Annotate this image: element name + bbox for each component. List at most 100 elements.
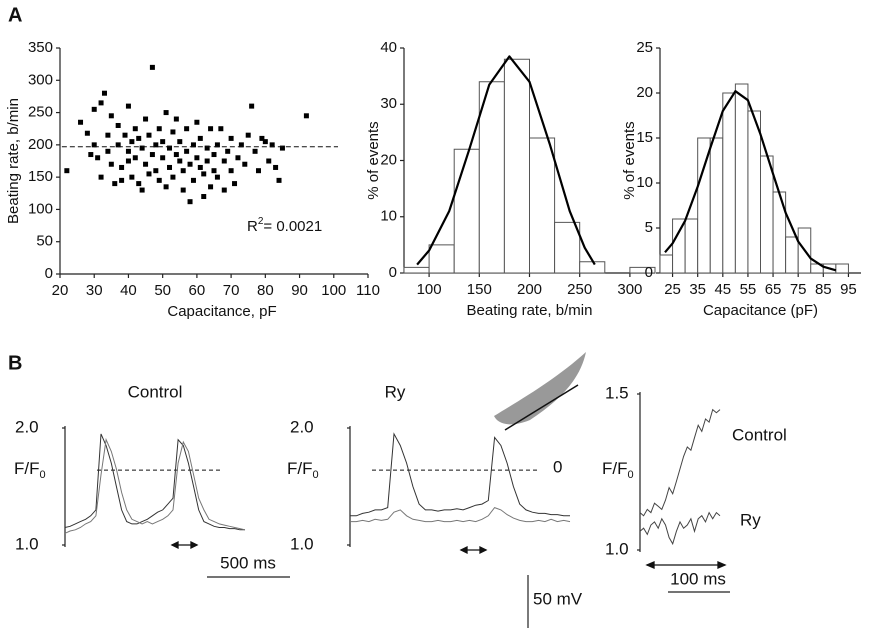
point bbox=[228, 168, 234, 174]
point bbox=[221, 158, 227, 164]
y-tick-label: 2.0 bbox=[15, 417, 39, 436]
scale-bar-label: 100 ms bbox=[670, 569, 726, 588]
point bbox=[184, 148, 190, 154]
trace-label: Ry bbox=[740, 510, 761, 529]
point bbox=[167, 164, 173, 170]
y-tick-label: 20 bbox=[380, 151, 397, 168]
point bbox=[262, 139, 268, 145]
x-tick-label: 30 bbox=[86, 282, 103, 299]
point bbox=[303, 113, 309, 119]
point bbox=[167, 145, 173, 151]
bar bbox=[747, 110, 761, 274]
point bbox=[190, 177, 196, 183]
point bbox=[88, 152, 94, 158]
point bbox=[184, 126, 190, 132]
y-tick-label: 15 bbox=[636, 129, 653, 146]
x-tick-label: 300 bbox=[617, 281, 642, 298]
y-tick-label: 350 bbox=[28, 39, 53, 56]
x-tick-label: 70 bbox=[223, 282, 240, 299]
y-label-sub: 0 bbox=[313, 469, 319, 481]
bar bbox=[760, 155, 774, 274]
point bbox=[149, 152, 155, 158]
point bbox=[153, 142, 159, 148]
bar bbox=[709, 137, 724, 274]
point bbox=[132, 126, 138, 132]
fit-curve bbox=[416, 55, 596, 266]
x-tick-label: 35 bbox=[689, 281, 706, 298]
panel-label: A bbox=[8, 4, 22, 26]
bar bbox=[835, 263, 849, 274]
trace bbox=[64, 437, 246, 534]
point bbox=[125, 103, 131, 109]
x-tick-label: 60 bbox=[189, 282, 206, 299]
cell-drawing bbox=[494, 352, 586, 425]
point bbox=[173, 116, 179, 122]
point bbox=[194, 155, 200, 161]
y-tick-label: 1.5 bbox=[605, 383, 629, 402]
point bbox=[170, 129, 176, 135]
point bbox=[170, 174, 176, 180]
point bbox=[197, 164, 203, 170]
point bbox=[228, 135, 234, 141]
point bbox=[146, 132, 152, 138]
point bbox=[201, 194, 207, 200]
trace bbox=[64, 433, 245, 531]
point bbox=[149, 64, 155, 70]
point bbox=[112, 181, 118, 187]
y-tick-label: 100 bbox=[28, 200, 53, 217]
point bbox=[180, 187, 186, 193]
bar bbox=[453, 148, 480, 274]
point bbox=[249, 103, 255, 109]
y-tick-label: 5 bbox=[645, 219, 653, 236]
point bbox=[225, 148, 231, 154]
reference-label: 0 bbox=[553, 457, 562, 476]
y-axis-label: F/F0 bbox=[287, 459, 319, 480]
point bbox=[163, 110, 169, 116]
x-tick-label: 75 bbox=[790, 281, 807, 298]
x-tick-label: 45 bbox=[714, 281, 731, 298]
point bbox=[139, 187, 145, 193]
panel-title: Ry bbox=[385, 382, 406, 401]
bar bbox=[554, 221, 581, 274]
point bbox=[78, 119, 84, 125]
x-axis-label: Capacitance, pF bbox=[167, 303, 276, 320]
y-tick-label: 50 bbox=[36, 233, 53, 250]
point bbox=[91, 142, 97, 148]
point bbox=[136, 135, 142, 141]
x-tick-label: 20 bbox=[52, 282, 69, 299]
point bbox=[187, 161, 193, 167]
y-tick-label: 0 bbox=[45, 265, 53, 282]
point bbox=[119, 164, 125, 170]
point bbox=[266, 158, 272, 164]
x-axis-label: Capacitance (pF) bbox=[703, 302, 818, 319]
point bbox=[160, 155, 166, 161]
x-tick-label: 50 bbox=[154, 282, 171, 299]
y-tick-label: 2.0 bbox=[290, 417, 314, 436]
x-tick-label: 200 bbox=[517, 281, 542, 298]
point bbox=[163, 184, 169, 190]
bar bbox=[428, 244, 455, 274]
point bbox=[136, 181, 142, 187]
trace bbox=[350, 432, 570, 517]
y-label-main: F/F bbox=[602, 459, 628, 478]
annotation-part: 2 bbox=[258, 216, 264, 227]
y-label-sub: 0 bbox=[628, 469, 634, 481]
x-tick-label: 250 bbox=[567, 281, 592, 298]
point bbox=[259, 135, 265, 141]
y-tick-label: 40 bbox=[380, 39, 397, 56]
point bbox=[98, 174, 104, 180]
y-label-main: F/F bbox=[14, 459, 40, 478]
point bbox=[177, 139, 183, 145]
point bbox=[242, 161, 248, 167]
bar bbox=[672, 218, 686, 274]
y-tick-label: 1.0 bbox=[15, 534, 39, 553]
x-tick-label: 55 bbox=[740, 281, 757, 298]
point bbox=[204, 145, 210, 151]
y-tick-label: 200 bbox=[28, 136, 53, 153]
point bbox=[156, 177, 162, 183]
y-tick-label: 1.0 bbox=[290, 534, 314, 553]
point bbox=[245, 132, 251, 138]
point bbox=[129, 139, 135, 145]
y-axis-label: F/F0 bbox=[14, 459, 46, 480]
